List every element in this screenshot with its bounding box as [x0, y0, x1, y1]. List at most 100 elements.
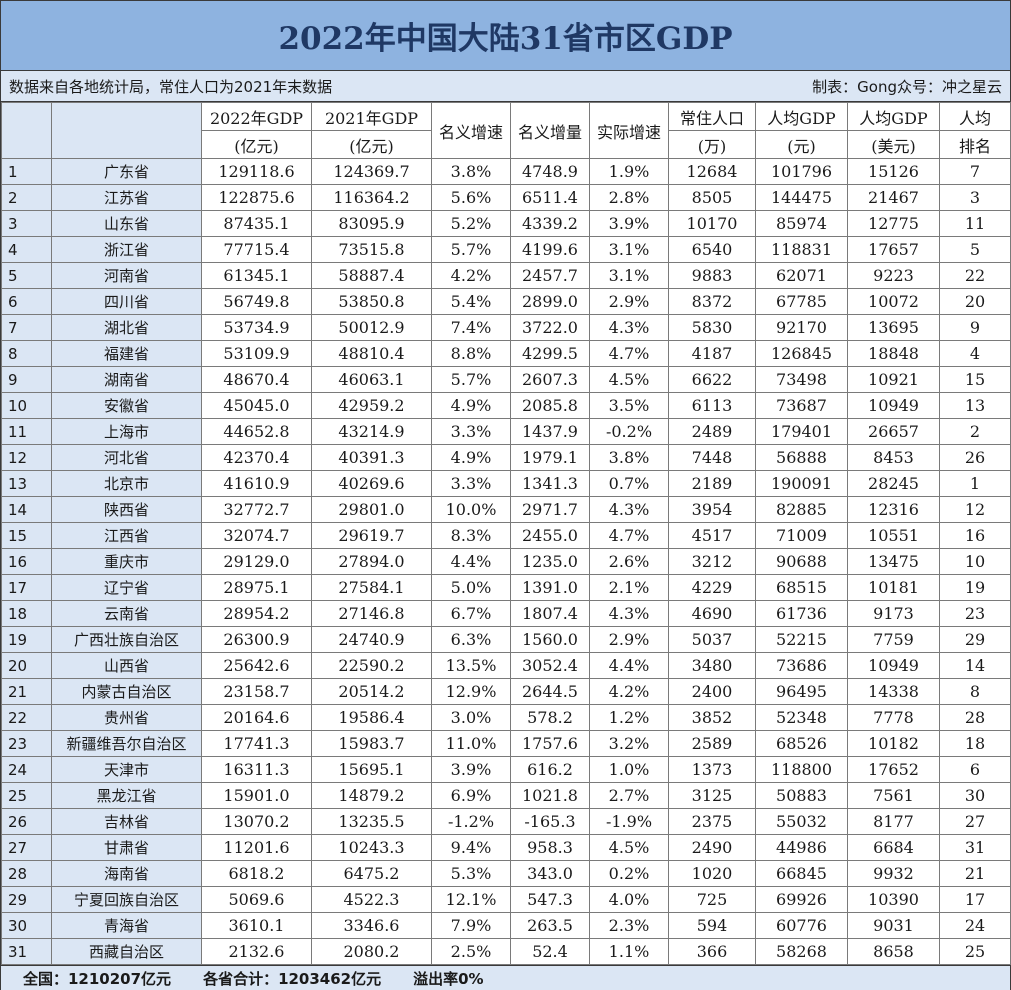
row-index-cell: 16: [1, 548, 52, 575]
gdp-2021-cell: 24740.9: [311, 626, 432, 653]
gdp-2021-cell: 29619.7: [311, 522, 432, 549]
per-capita-cny-cell: 118831: [755, 236, 848, 263]
per-capita-usd-cell: 15126: [847, 158, 940, 185]
table-row: 4 浙江省 77715.4 73515.8 5.7% 4199.6 3.1% 6540 1188…: [1, 236, 1011, 263]
per-capita-rank-cell: 28: [939, 704, 1011, 731]
per-capita-usd-cell: 10949: [847, 392, 940, 419]
real-growth-cell: 2.3%: [589, 912, 669, 939]
table-row: 20 山西省 25642.6 22590.2 13.5% 3052.4 4.4% 3480 73…: [1, 652, 1011, 679]
region-name-cell: 广西壮族自治区: [51, 626, 202, 653]
per-capita-cny-cell: 73687: [755, 392, 848, 419]
gdp-2021-cell: 46063.1: [311, 366, 432, 393]
nominal-increase-cell: 3052.4: [510, 652, 590, 679]
row-index-cell: 31: [1, 938, 52, 965]
nominal-increase-cell: 616.2: [510, 756, 590, 783]
real-growth-cell: 4.7%: [589, 522, 669, 549]
region-name-cell: 云南省: [51, 600, 202, 627]
per-capita-usd-cell: 7778: [847, 704, 940, 731]
region-name-cell: 福建省: [51, 340, 202, 367]
gdp-2021-cell: 15983.7: [311, 730, 432, 757]
real-growth-cell: 4.7%: [589, 340, 669, 367]
row-index-cell: 24: [1, 756, 52, 783]
real-growth-cell: 2.8%: [589, 184, 669, 211]
region-name-cell: 江西省: [51, 522, 202, 549]
region-name-cell: 甘肃省: [51, 834, 202, 861]
per-capita-usd-cell: 8453: [847, 444, 940, 471]
row-index-cell: 2: [1, 184, 52, 211]
source-note: 数据来自各地统计局，常住人口为2021年末数据: [9, 77, 333, 96]
gdp-2022-cell: 122875.6: [201, 184, 312, 211]
nominal-growth-cell: 5.3%: [431, 860, 511, 887]
real-growth-cell: 4.3%: [589, 314, 669, 341]
gdp-2021-cell: 42959.2: [311, 392, 432, 419]
table-row: 5 河南省 61345.1 58887.4 4.2% 2457.7 3.1% 9883 6207…: [1, 262, 1011, 289]
nominal-growth-cell: 13.5%: [431, 652, 511, 679]
nominal-increase-cell: 547.3: [510, 886, 590, 913]
gdp-2022-cell: 17741.3: [201, 730, 312, 757]
real-growth-cell: 3.1%: [589, 236, 669, 263]
per-capita-rank-cell: 22: [939, 262, 1011, 289]
nominal-growth-cell: 6.3%: [431, 626, 511, 653]
row-index-cell: 21: [1, 678, 52, 705]
real-growth-cell: 2.6%: [589, 548, 669, 575]
real-growth-cell: 2.7%: [589, 782, 669, 809]
row-index-cell: 5: [1, 262, 52, 289]
header-real-growth: 实际增速: [589, 102, 669, 159]
per-capita-cny-cell: 58268: [755, 938, 848, 965]
row-index-cell: 6: [1, 288, 52, 315]
row-index-cell: 28: [1, 860, 52, 887]
nominal-increase-cell: 2607.3: [510, 366, 590, 393]
national-total: 全国：1210207亿元: [23, 969, 172, 988]
population-cell: 3852: [668, 704, 756, 731]
per-capita-cny-cell: 61736: [755, 600, 848, 627]
region-name-cell: 黑龙江省: [51, 782, 202, 809]
summary-footer: 全国：1210207亿元 各省合计：1203462亿元 溢出率0%: [1, 965, 1010, 990]
region-name-cell: 海南省: [51, 860, 202, 887]
nominal-increase-cell: 1341.3: [510, 470, 590, 497]
region-name-cell: 陕西省: [51, 496, 202, 523]
per-capita-rank-cell: 12: [939, 496, 1011, 523]
region-name-cell: 安徽省: [51, 392, 202, 419]
row-index-cell: 27: [1, 834, 52, 861]
per-capita-cny-cell: 73498: [755, 366, 848, 393]
real-growth-cell: 3.9%: [589, 210, 669, 237]
gdp-2022-cell: 28954.2: [201, 600, 312, 627]
gdp-2022-cell: 3610.1: [201, 912, 312, 939]
population-cell: 3125: [668, 782, 756, 809]
nominal-growth-cell: 2.5%: [431, 938, 511, 965]
nominal-growth-cell: 4.2%: [431, 262, 511, 289]
gdp-2022-cell: 23158.7: [201, 678, 312, 705]
population-cell: 1373: [668, 756, 756, 783]
gdp-2022-cell: 28975.1: [201, 574, 312, 601]
real-growth-cell: 1.0%: [589, 756, 669, 783]
table-body: 1 广东省 129118.6 124369.7 3.8% 4748.9 1.9% 12684 1…: [1, 158, 1011, 965]
population-cell: 2489: [668, 418, 756, 445]
per-capita-cny-cell: 66845: [755, 860, 848, 887]
header-population-unit: (万): [668, 130, 756, 159]
population-cell: 4229: [668, 574, 756, 601]
gdp-2022-cell: 32772.7: [201, 496, 312, 523]
table-row: 3 山东省 87435.1 83095.9 5.2% 4339.2 3.9% 10170 859…: [1, 210, 1011, 237]
nominal-increase-cell: 4299.5: [510, 340, 590, 367]
nominal-increase-cell: 1560.0: [510, 626, 590, 653]
population-cell: 3212: [668, 548, 756, 575]
per-capita-cny-cell: 56888: [755, 444, 848, 471]
nominal-increase-cell: -165.3: [510, 808, 590, 835]
population-cell: 10170: [668, 210, 756, 237]
per-capita-rank-cell: 23: [939, 600, 1011, 627]
gdp-2021-cell: 29801.0: [311, 496, 432, 523]
real-growth-cell: 2.9%: [589, 626, 669, 653]
per-capita-usd-cell: 14338: [847, 678, 940, 705]
table-row: 21 内蒙古自治区 23158.7 20514.2 12.9% 2644.5 4.2% 240…: [1, 678, 1011, 705]
per-capita-usd-cell: 12775: [847, 210, 940, 237]
row-index-cell: 1: [1, 158, 52, 185]
header-rank: 人均: [939, 102, 1011, 131]
row-index-cell: 3: [1, 210, 52, 237]
nominal-growth-cell: 12.9%: [431, 678, 511, 705]
population-cell: 4690: [668, 600, 756, 627]
gdp-2022-cell: 13070.2: [201, 808, 312, 835]
population-cell: 2375: [668, 808, 756, 835]
gdp-2022-cell: 26300.9: [201, 626, 312, 653]
region-name-cell: 北京市: [51, 470, 202, 497]
real-growth-cell: 2.1%: [589, 574, 669, 601]
